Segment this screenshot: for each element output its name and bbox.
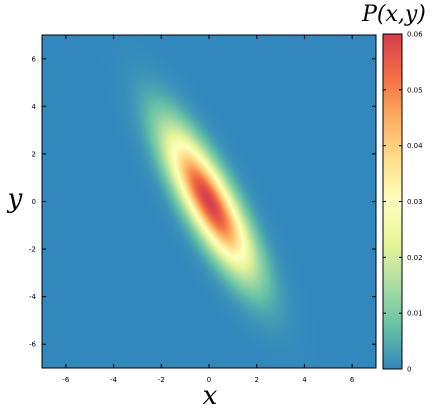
colorbar-title: P(x,y) <box>361 2 426 27</box>
colorbar-tick-label: 0.04 <box>407 142 423 150</box>
y-tick-label: 2 <box>32 150 36 158</box>
x-tick-label: 4 <box>302 376 307 384</box>
y-tick-label: -4 <box>29 293 37 301</box>
x-axis-title: x <box>203 381 218 408</box>
y-tick-label: 6 <box>32 55 37 63</box>
y-tick-label: -6 <box>29 341 37 349</box>
colorbar-tick-label: 0.05 <box>407 86 423 94</box>
colorbar-tick-label: 0.03 <box>407 198 423 206</box>
colorbar-tick-label: 0.02 <box>407 254 423 262</box>
y-tick-label: -2 <box>29 246 36 254</box>
y-tick-label: 4 <box>32 103 37 111</box>
x-tick-label: 0 <box>207 376 211 384</box>
colorbar-tick-label: 0.06 <box>407 31 423 39</box>
x-tick-label: 6 <box>350 376 355 384</box>
colorbar-tick-label: 0.01 <box>407 310 423 318</box>
colorbar-gradient <box>383 34 402 369</box>
ticks-layer: -6 -4 -2 0 2 4 6 -6 -4 -2 0 2 4 6 0 0.01 0.02 0.03 0.04 0.0… <box>29 31 423 385</box>
y-axis-title: y <box>7 184 23 214</box>
x-tick-label: 2 <box>254 376 258 384</box>
heatmap-image <box>42 35 376 368</box>
colorbar-tick-label: 0 <box>407 366 411 374</box>
x-tick-label: -4 <box>110 376 118 384</box>
colorbar-frame <box>382 33 403 370</box>
x-tick-label: -6 <box>62 376 70 384</box>
plot-frame <box>41 34 377 369</box>
y-tick-label: 0 <box>32 198 36 206</box>
x-tick-label: -2 <box>158 376 165 384</box>
